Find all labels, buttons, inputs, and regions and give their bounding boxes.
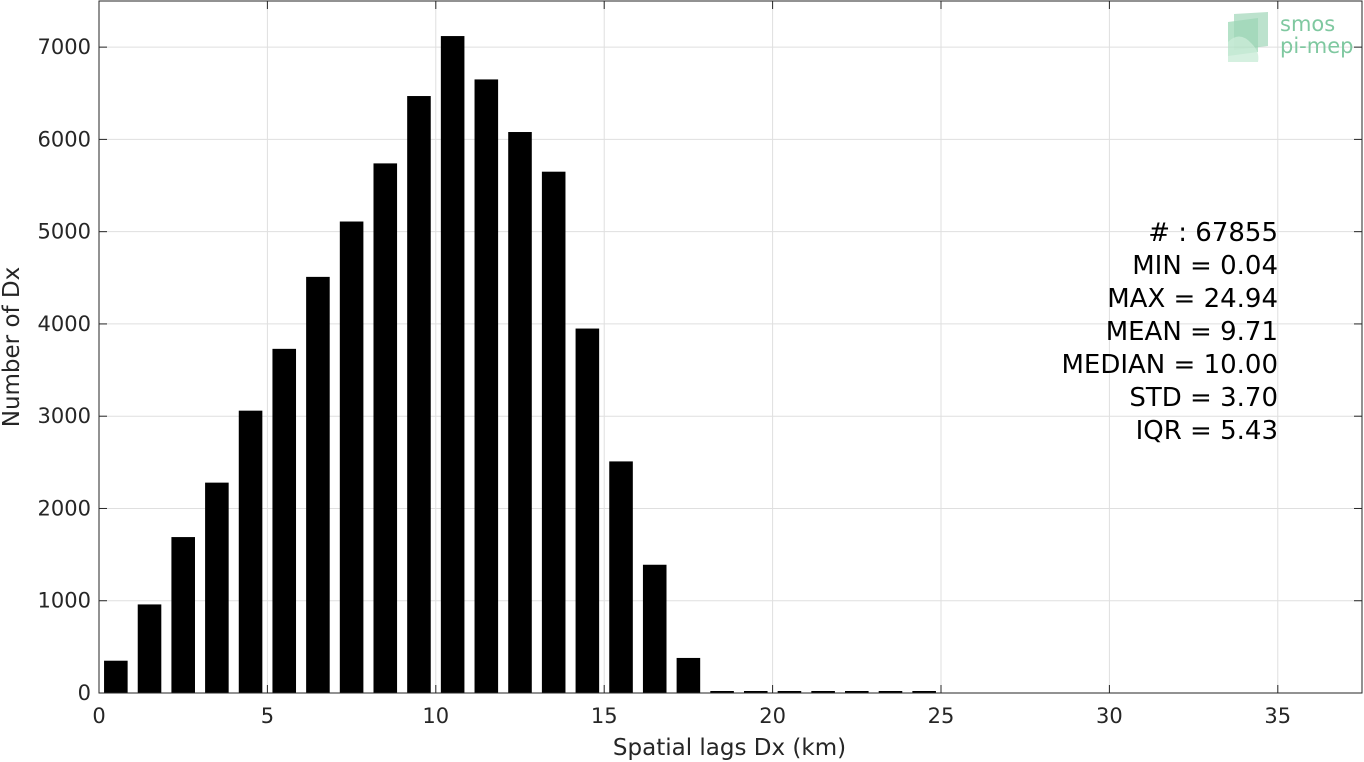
x-tick-label: 15 [591, 704, 618, 728]
y-tick-label: 0 [78, 681, 91, 705]
histogram-bar [575, 328, 600, 693]
histogram-bar [306, 276, 330, 693]
x-tick-label: 10 [422, 704, 449, 728]
stat-line: MEDIAN = 10.00 [1061, 350, 1278, 380]
y-tick-label: 5000 [38, 220, 91, 244]
x-tick-label: 20 [759, 704, 786, 728]
histogram-bar [407, 96, 431, 693]
y-tick-label: 7000 [38, 35, 91, 59]
histogram-bar [541, 171, 566, 693]
x-tick-label: 5 [261, 704, 274, 728]
x-tick-label: 0 [92, 704, 105, 728]
histogram-bar [104, 660, 128, 693]
y-axis-ticks: 0 1000 2000 3000 4000 5000 6000 7000 [38, 35, 1362, 705]
x-axis-title: Spatial lags Dx (km) [613, 735, 846, 761]
stat-line: MIN = 0.04 [1132, 251, 1278, 281]
histogram-bar [743, 691, 768, 693]
histogram-bar [878, 691, 903, 693]
histogram-bar [373, 163, 398, 693]
histogram-bar [912, 691, 936, 693]
stat-line: STD = 3.70 [1129, 383, 1278, 413]
histogram-bar [508, 132, 532, 693]
histogram-bar [811, 691, 835, 693]
stat-line: # : 67855 [1148, 218, 1278, 248]
y-tick-label: 2000 [38, 496, 91, 520]
logo-text-smos: smos [1280, 12, 1335, 36]
y-axis-title: Number of Dx [0, 267, 25, 428]
stat-line: MEAN = 9.71 [1106, 317, 1278, 347]
histogram-bar [777, 691, 802, 693]
plot-frame [98, 0, 1363, 694]
histogram-bar [272, 348, 297, 693]
y-tick-label: 3000 [38, 404, 91, 428]
x-axis-ticks: 0 5 10 15 20 25 30 35 [92, 1, 1291, 728]
x-tick-label: 25 [928, 704, 955, 728]
histogram-bar [205, 482, 229, 693]
histogram-bar [171, 537, 195, 693]
histogram-bar [710, 691, 734, 693]
histogram-bar [440, 36, 465, 693]
stat-line: IQR = 5.43 [1136, 416, 1278, 446]
y-tick-label: 4000 [38, 312, 91, 336]
x-tick-label: 30 [1096, 704, 1123, 728]
y-tick-label: 6000 [38, 127, 91, 151]
histogram-bar [137, 604, 162, 693]
x-tick-label: 35 [1264, 704, 1291, 728]
logo-text-pimep: pi-mep [1280, 34, 1353, 58]
histogram-bar [609, 461, 633, 693]
histogram-bar [845, 691, 869, 693]
bars [104, 36, 936, 694]
histogram-bar [474, 79, 499, 694]
logo-icon [1228, 12, 1268, 62]
histogram-bar [642, 564, 667, 693]
smos-pimep-logo: smos pi-mep [1228, 12, 1353, 62]
y-tick-label: 1000 [38, 589, 91, 613]
stat-line: MAX = 24.94 [1107, 284, 1278, 314]
histogram-bar [676, 657, 701, 693]
histogram-bar [339, 221, 364, 693]
histogram-bar [238, 410, 263, 693]
